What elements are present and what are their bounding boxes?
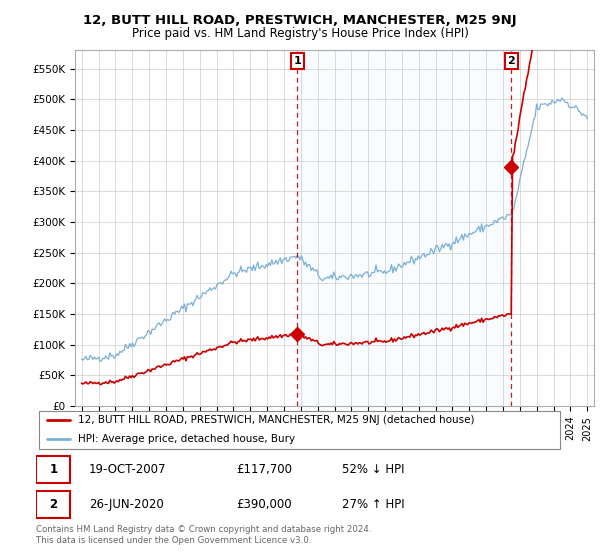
Text: 52% ↓ HPI: 52% ↓ HPI <box>342 463 405 476</box>
Text: 1: 1 <box>49 463 58 476</box>
FancyBboxPatch shape <box>36 491 70 517</box>
FancyBboxPatch shape <box>36 456 70 483</box>
Text: Price paid vs. HM Land Registry's House Price Index (HPI): Price paid vs. HM Land Registry's House … <box>131 27 469 40</box>
Text: £117,700: £117,700 <box>236 463 293 476</box>
Text: 12, BUTT HILL ROAD, PRESTWICH, MANCHESTER, M25 9NJ (detached house): 12, BUTT HILL ROAD, PRESTWICH, MANCHESTE… <box>78 415 475 425</box>
Text: 19-OCT-2007: 19-OCT-2007 <box>89 463 166 476</box>
Bar <box>298 50 511 406</box>
Text: 1: 1 <box>293 56 301 66</box>
Text: HPI: Average price, detached house, Bury: HPI: Average price, detached house, Bury <box>78 435 295 445</box>
Text: 2: 2 <box>49 498 58 511</box>
Text: 12, BUTT HILL ROAD, PRESTWICH, MANCHESTER, M25 9NJ: 12, BUTT HILL ROAD, PRESTWICH, MANCHESTE… <box>83 14 517 27</box>
Text: 2: 2 <box>508 56 515 66</box>
Text: Contains HM Land Registry data © Crown copyright and database right 2024.
This d: Contains HM Land Registry data © Crown c… <box>36 525 371 545</box>
Text: £390,000: £390,000 <box>236 498 292 511</box>
Text: 27% ↑ HPI: 27% ↑ HPI <box>342 498 405 511</box>
FancyBboxPatch shape <box>38 411 560 449</box>
Text: 26-JUN-2020: 26-JUN-2020 <box>89 498 164 511</box>
